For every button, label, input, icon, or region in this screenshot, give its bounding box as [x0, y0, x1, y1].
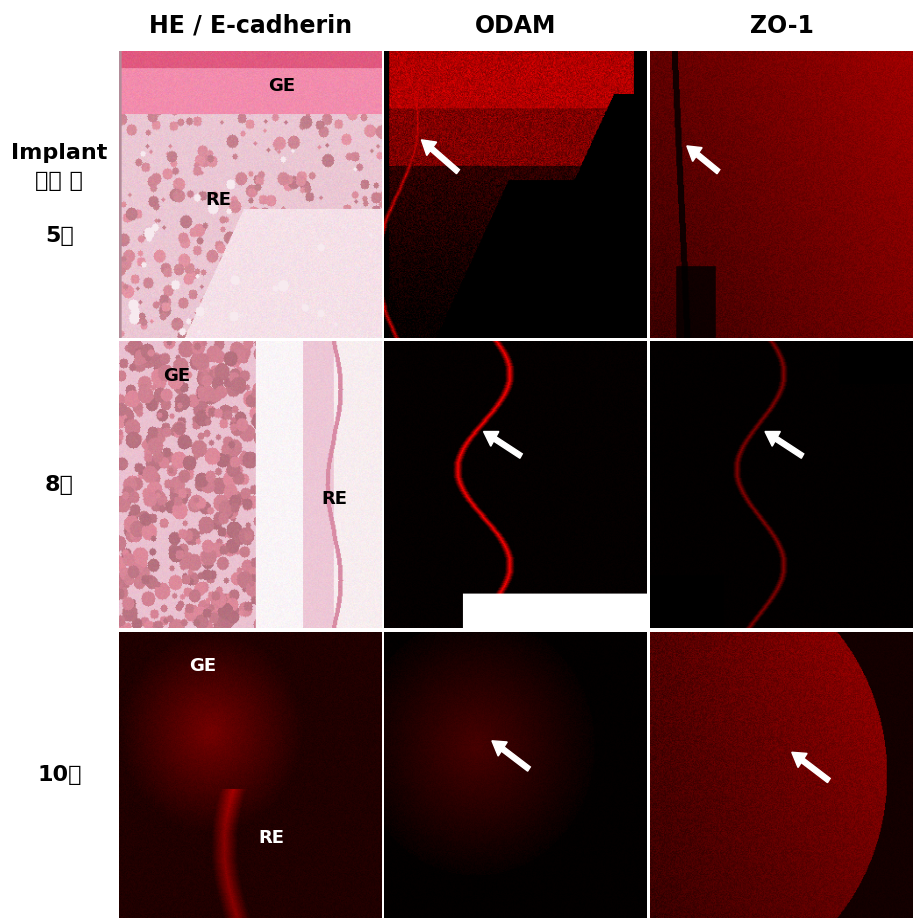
Text: 5일: 5일	[45, 226, 74, 246]
Text: RE: RE	[258, 829, 284, 846]
Text: RE: RE	[321, 490, 347, 508]
Text: GE: GE	[163, 367, 190, 385]
FancyArrow shape	[687, 146, 719, 174]
Text: RE: RE	[205, 191, 232, 209]
FancyArrow shape	[792, 752, 830, 783]
FancyArrow shape	[422, 140, 459, 174]
Text: 10일: 10일	[37, 765, 81, 785]
Text: GE: GE	[189, 657, 216, 675]
Text: Implant: Implant	[11, 143, 108, 163]
FancyArrow shape	[484, 431, 522, 458]
Text: 식립 후: 식립 후	[36, 171, 83, 191]
Text: HE / E-cadherin: HE / E-cadherin	[149, 14, 352, 38]
Text: ODAM: ODAM	[475, 14, 557, 38]
Text: GE: GE	[268, 77, 295, 95]
FancyArrow shape	[492, 741, 530, 771]
Text: ZO-1: ZO-1	[750, 14, 813, 38]
FancyArrow shape	[765, 431, 803, 458]
Text: 8일: 8일	[45, 475, 74, 495]
